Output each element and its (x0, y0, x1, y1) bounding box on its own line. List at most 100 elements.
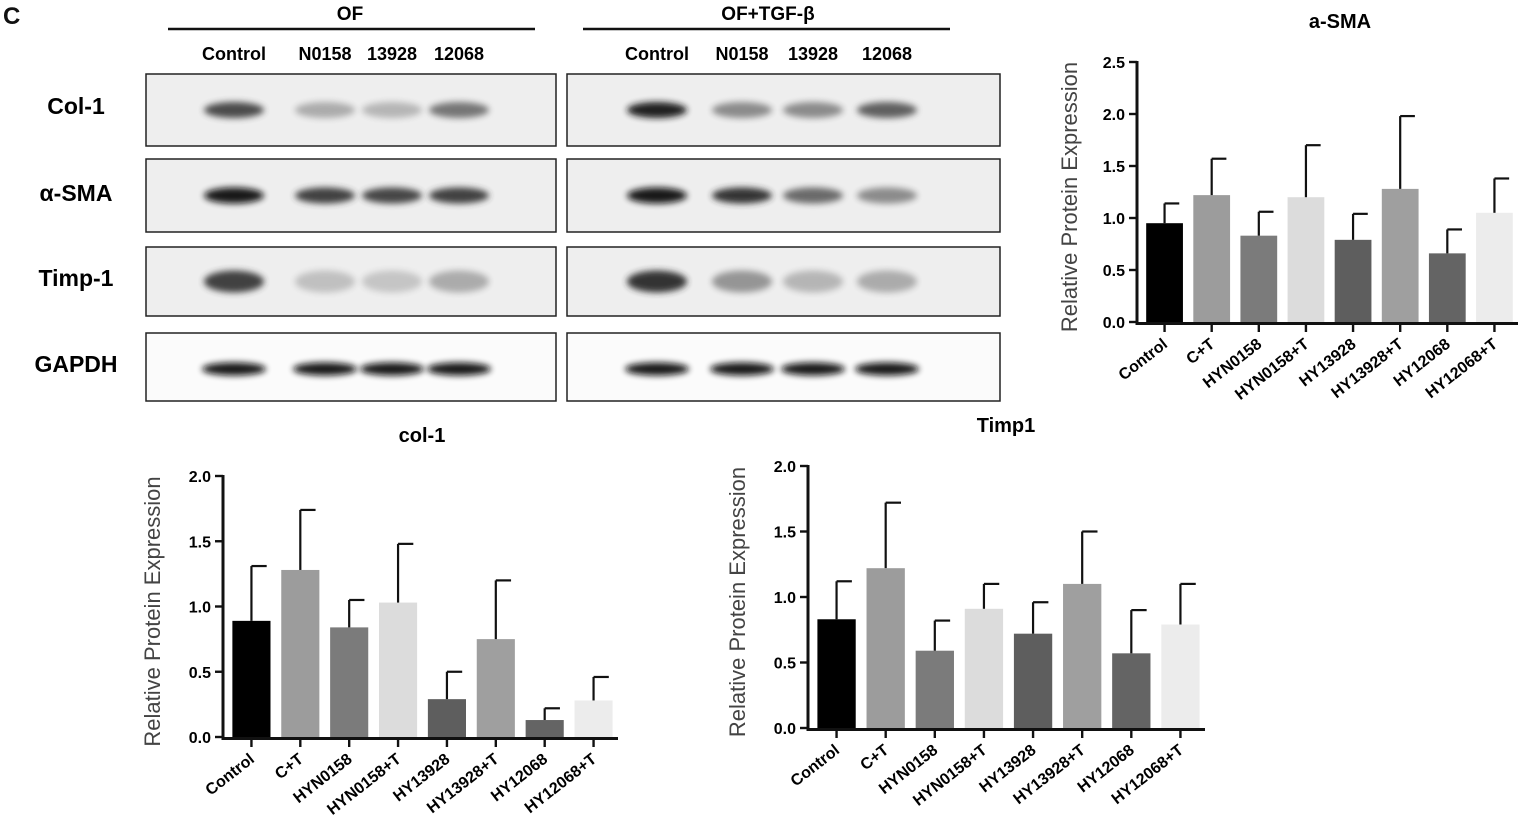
blot-band (429, 270, 489, 293)
chart-y-tick-label: 2.0 (774, 459, 796, 476)
blot-lane-label: 13928 (367, 44, 417, 64)
blot-band (857, 102, 917, 118)
chart-title: a-SMA (1309, 11, 1371, 33)
blot-band (625, 362, 689, 376)
chart-bar (1193, 195, 1231, 322)
chart-bar (427, 699, 466, 737)
chart-ylabel: Relative Protein Expression (1057, 62, 1082, 332)
chart-col-1: col-1 Relative Protein Expression 0.0 0.5 1.… (140, 425, 618, 819)
blot-band (362, 187, 422, 204)
blot-band (295, 270, 355, 293)
chart-y-tick-label: 2.0 (189, 469, 211, 486)
blot-band (362, 102, 422, 118)
blot-band (627, 187, 687, 204)
blot-band (781, 362, 845, 376)
blot-band (362, 270, 422, 293)
chart-y-tick-label: 0.0 (1103, 315, 1125, 332)
blot-lane-label: Control (625, 44, 689, 64)
chart-bar (1161, 624, 1200, 728)
blot-band (783, 102, 843, 118)
western-blot: OF OF+TGF-β Control N0158 13928 12068 Contro… (34, 4, 1001, 402)
blot-panel (145, 332, 557, 402)
blot-band (712, 187, 772, 204)
chart-bar (1013, 633, 1053, 728)
blot-band (204, 102, 264, 118)
chart-bar (1381, 188, 1419, 322)
blot-band (202, 362, 266, 376)
blot-band (627, 270, 687, 293)
blot-band (429, 187, 489, 204)
blot-band (627, 102, 687, 118)
blot-band (710, 362, 774, 376)
chart-x-tick-label: Control (788, 742, 843, 790)
chart-bar (574, 700, 613, 737)
chart-bar (1146, 223, 1183, 322)
chart-bar (1476, 212, 1513, 322)
blot-group-title-of: OF (337, 4, 363, 25)
blot-panel (566, 158, 1001, 233)
chart-bar (232, 620, 271, 737)
chart-bar (1063, 583, 1102, 728)
chart-bar (525, 720, 564, 737)
chart-y-tick-label: 0.5 (189, 665, 211, 682)
blot-band (293, 362, 357, 376)
chart-x-tick-label: C+T (858, 742, 893, 774)
chart-title: col-1 (399, 425, 446, 447)
chart-x-tick-label: C+T (272, 751, 307, 783)
blot-band (204, 270, 264, 293)
blot-band (857, 270, 917, 293)
blot-panel (566, 332, 1001, 402)
chart-y-tick-label: 1.0 (189, 600, 211, 617)
chart-ylabel: Relative Protein Expression (140, 476, 165, 746)
blot-band (295, 102, 355, 118)
chart-bar (330, 627, 369, 737)
chart-x-tick-label: Control (1116, 336, 1171, 384)
chart-x-tick-label: C+T (1184, 336, 1219, 368)
blot-row-label: Col-1 (47, 93, 105, 119)
chart-ylabel: Relative Protein Expression (725, 467, 750, 737)
chart-bar (1240, 235, 1278, 322)
chart-y-tick-label: 0.0 (774, 721, 796, 738)
blot-lane-label: N0158 (715, 44, 768, 64)
blot-panel (145, 246, 557, 317)
chart-bar (1334, 239, 1372, 322)
blot-lane-label: N0158 (298, 44, 351, 64)
blot-band (427, 362, 491, 376)
blot-band (204, 187, 264, 204)
chart-y-tick-label: 2.0 (1103, 107, 1125, 124)
blot-row-label: α-SMA (40, 180, 113, 206)
blot-band (783, 270, 843, 293)
chart-title: Timp1 (977, 415, 1036, 437)
blot-band (360, 362, 424, 376)
blot-band (295, 187, 355, 204)
blot-lane-label: 12068 (434, 44, 484, 64)
blot-row-label: Timp-1 (39, 265, 114, 291)
chart-bar (476, 639, 515, 737)
chart-y-tick-label: 2.5 (1103, 55, 1125, 72)
blot-panel (145, 73, 557, 147)
blot-lane-label: 13928 (788, 44, 838, 64)
panel-label: C (3, 3, 20, 30)
chart-y-tick-label: 1.5 (774, 525, 796, 542)
chart-y-tick-label: 1.0 (1103, 211, 1125, 228)
chart-y-tick-label: 0.0 (189, 730, 211, 747)
chart-bar (379, 602, 418, 737)
chart-bar (1112, 653, 1151, 728)
chart-bar (1428, 253, 1466, 322)
blot-band (712, 270, 772, 293)
chart-y-tick-label: 1.5 (189, 534, 211, 551)
chart-timp1: Timp1 Relative Protein Expression 0.0 0.5 1.… (725, 415, 1205, 810)
blot-lane-label: 12068 (862, 44, 912, 64)
blot-panel (566, 246, 1001, 317)
chart-bar (281, 569, 320, 737)
blot-band (429, 102, 489, 118)
blot-panel (566, 73, 1001, 147)
blot-band (712, 102, 772, 118)
chart-y-tick-label: 0.5 (774, 656, 796, 673)
chart-bar (817, 619, 856, 728)
blot-group-title-of-tgf: OF+TGF-β (721, 4, 814, 25)
chart-y-tick-label: 1.5 (1103, 159, 1125, 176)
chart-bar (866, 568, 905, 728)
chart-y-tick-label: 1.0 (774, 590, 796, 607)
